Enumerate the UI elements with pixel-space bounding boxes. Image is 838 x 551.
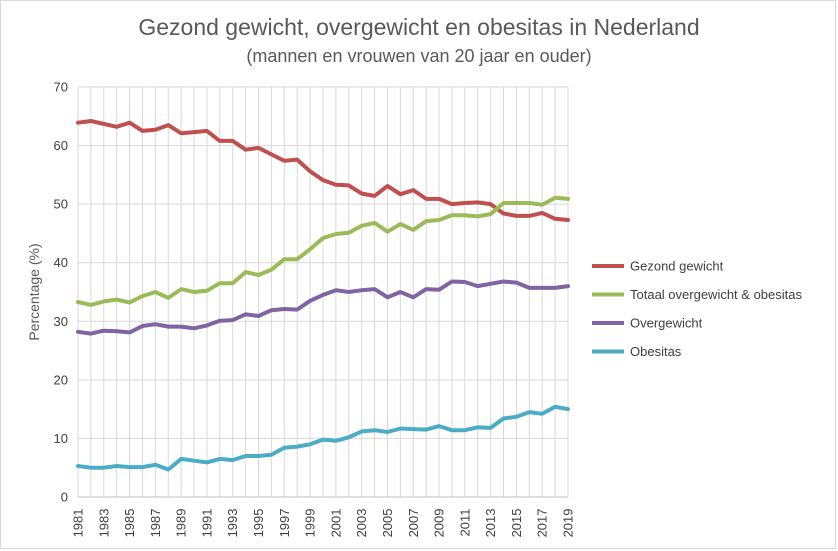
series-line [76, 279, 570, 336]
y-tick-label: 10 [54, 431, 68, 446]
x-tick-label: 2001 [328, 509, 343, 538]
x-tick-label: 2017 [535, 509, 550, 538]
x-tick-label: 1981 [71, 509, 86, 538]
chart-subtitle: (mannen en vrouwen van 20 jaar en ouder) [246, 46, 592, 66]
chart-title: Gezond gewicht, overgewicht en obesitas … [138, 14, 700, 40]
x-tick-label: 1999 [303, 509, 318, 538]
y-tick-label: 60 [54, 138, 68, 153]
y-tick-label: 30 [54, 314, 68, 329]
series-line [76, 404, 570, 472]
y-axis-label: Percentage (%) [26, 243, 42, 340]
y-tick-label: 40 [54, 255, 68, 270]
x-tick-label: 1991 [199, 509, 214, 538]
x-tick-label: 2013 [483, 509, 498, 538]
x-tick-label: 2011 [457, 509, 472, 537]
x-tick-label: 2003 [354, 509, 369, 538]
x-tick-label: 2019 [561, 509, 576, 538]
x-tick-label: 1993 [225, 509, 240, 538]
x-tick-label: 2007 [406, 509, 421, 538]
series-line [76, 119, 570, 222]
x-tick-label: 2015 [509, 509, 524, 538]
legend-label: Totaal overgewicht & obesitas [630, 287, 802, 302]
y-tick-label: 20 [54, 372, 68, 387]
x-tick-label: 1995 [251, 509, 266, 538]
x-tick-label: 2009 [432, 509, 447, 538]
x-tick-label: 2005 [380, 509, 395, 538]
y-tick-label: 0 [61, 490, 68, 505]
legend-label: Overgewicht [630, 316, 703, 331]
x-tick-label: 1997 [277, 509, 292, 538]
y-tick-label: 70 [54, 80, 68, 95]
x-tick-label: 1987 [148, 509, 163, 538]
series-line [76, 195, 570, 307]
legend-label: Gezond gewicht [630, 259, 724, 274]
legend-label: Obesitas [630, 344, 682, 359]
x-tick-label: 1985 [122, 509, 137, 538]
y-tick-label: 50 [54, 197, 68, 212]
x-tick-label: 1983 [96, 509, 111, 538]
x-tick-label: 1989 [174, 509, 189, 538]
